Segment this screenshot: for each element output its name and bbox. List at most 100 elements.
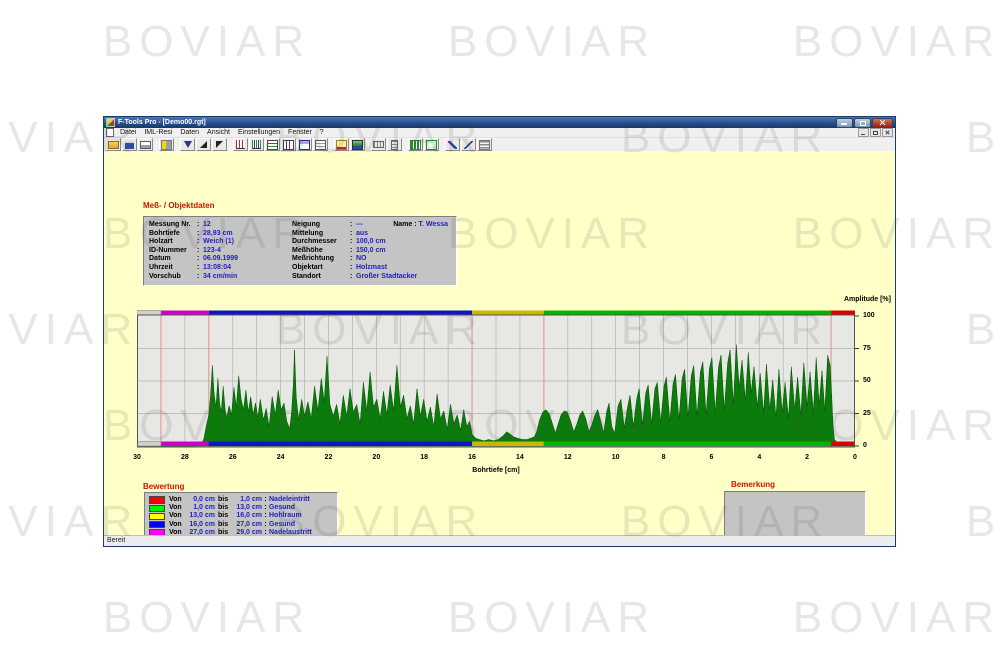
wave-multi-icon bbox=[252, 140, 261, 149]
field-colon: : bbox=[197, 246, 200, 254]
field-label: Messung Nr. bbox=[149, 221, 191, 228]
document-icon[interactable] bbox=[106, 128, 114, 137]
amplitude-chart bbox=[136, 310, 861, 452]
minimize-button[interactable] bbox=[836, 117, 853, 128]
pointer-up-icon bbox=[200, 141, 207, 148]
app-window: F-Tools Pro - [Demo00.rgt] Datei IML-Resi… bbox=[103, 116, 896, 547]
mdi-close-button[interactable] bbox=[882, 128, 893, 137]
field-row: Messung Nr.:12 bbox=[149, 221, 289, 230]
save-button[interactable] bbox=[122, 138, 137, 151]
legend-von-label: Von bbox=[169, 528, 182, 536]
menu-ansicht[interactable]: Ansicht bbox=[207, 129, 231, 136]
ruler-b-icon bbox=[391, 139, 398, 150]
menu-daten[interactable]: Daten bbox=[180, 129, 200, 136]
wave-red-button[interactable] bbox=[233, 138, 248, 151]
field-label: Standort bbox=[292, 272, 321, 280]
field-colon: : bbox=[197, 255, 200, 263]
grid-green-button[interactable] bbox=[408, 138, 423, 151]
chart-blue-button[interactable] bbox=[297, 138, 312, 151]
field-row: Durchmesser:100,0 cm bbox=[292, 238, 454, 247]
ruler-b-button[interactable] bbox=[387, 138, 402, 151]
legend-color-swatch bbox=[149, 512, 165, 521]
field-row: Neigung: --- bbox=[292, 221, 454, 230]
field-row: ID-Nummer:123-4 bbox=[149, 247, 289, 256]
field-value: aus bbox=[356, 229, 369, 237]
pointer-up-button[interactable] bbox=[196, 138, 211, 151]
mdi-minimize-button[interactable] bbox=[858, 128, 869, 137]
card-yellow-button[interactable] bbox=[334, 138, 349, 151]
mdi-restore-button[interactable] bbox=[870, 128, 881, 137]
y-tick-label: 75 bbox=[863, 344, 871, 352]
legend-result-name: Nadelaustritt bbox=[269, 528, 312, 536]
x-tick-label: 28 bbox=[180, 454, 189, 461]
chart-zoom2-button[interactable] bbox=[281, 138, 296, 151]
close-button[interactable] bbox=[872, 117, 893, 128]
legend-colon: : bbox=[264, 520, 267, 528]
field-row: Standort: Großer Stadtacker bbox=[292, 273, 454, 282]
menu-fenster[interactable]: Fenster bbox=[288, 129, 312, 136]
ruler-a-icon bbox=[373, 141, 384, 148]
legend-color-swatch bbox=[149, 504, 165, 513]
chart-table-button[interactable] bbox=[313, 138, 328, 151]
legend-row: Von 16,0 cm bis 27,0 cm: Gesund bbox=[149, 521, 337, 529]
x-tick-label: 6 bbox=[709, 454, 714, 461]
watermark-text: BOVIAR bbox=[965, 497, 1002, 546]
legend-von-label: Von bbox=[169, 512, 182, 520]
remark-box[interactable] bbox=[724, 491, 866, 536]
field-colon: : bbox=[350, 263, 353, 271]
save-icon bbox=[125, 140, 134, 149]
legend-from-value: 13,0 cm bbox=[189, 512, 215, 520]
field-value: Großer Stadtacker bbox=[356, 272, 418, 280]
field-value: 34 cm/min bbox=[203, 272, 238, 280]
field-colon: : bbox=[350, 246, 353, 254]
maximize-button[interactable] bbox=[854, 117, 871, 128]
field-colon: : bbox=[350, 221, 353, 228]
legend-row: Von 1,0 cm bis 13,0 cm: Gesund bbox=[149, 504, 337, 513]
field-label: Bohrtiefe bbox=[149, 229, 180, 237]
pen-blue-button[interactable] bbox=[461, 138, 476, 151]
open-button[interactable] bbox=[106, 138, 121, 151]
y-tick-label: 50 bbox=[863, 377, 871, 384]
grid-green-icon bbox=[410, 139, 421, 150]
legend-from-value: 0,0 cm bbox=[193, 496, 215, 503]
menu-datei[interactable]: Datei bbox=[120, 129, 137, 136]
legend-bis-label: bis bbox=[218, 528, 229, 536]
menu--[interactable]: ? bbox=[319, 129, 324, 136]
y-tick-label: 100 bbox=[863, 312, 875, 319]
field-value: --- bbox=[356, 221, 363, 228]
palette-button[interactable] bbox=[159, 138, 174, 151]
name-label: Name bbox=[393, 221, 413, 228]
evaluation-header: Bewertung bbox=[143, 482, 185, 491]
grid-check-button[interactable] bbox=[424, 138, 439, 151]
title-bar[interactable]: F-Tools Pro - [Demo00.rgt] bbox=[104, 117, 895, 128]
field-label: Meßhöhe bbox=[292, 246, 323, 254]
object-data-fields-middle: Neigung: --- Mittelung: aus Durchmesser:100,… bbox=[292, 221, 454, 281]
legend-result-name: Nadeleintritt bbox=[269, 496, 310, 503]
x-tick-label: 18 bbox=[420, 454, 429, 461]
y-tick-label: 0 bbox=[863, 442, 867, 449]
chart-zoom1-button[interactable] bbox=[265, 138, 280, 151]
arrows-blue-button[interactable] bbox=[445, 138, 460, 151]
filter-button[interactable] bbox=[180, 138, 195, 151]
ruler-a-button[interactable] bbox=[371, 138, 386, 151]
field-label: ID-Nummer bbox=[149, 246, 187, 254]
menu-einstellungen[interactable]: Einstellungen bbox=[238, 129, 281, 136]
pointer-down-button[interactable] bbox=[212, 138, 227, 151]
menu-iml-resi[interactable]: IML-Resi bbox=[144, 129, 173, 136]
chart-zoom2-icon bbox=[283, 139, 294, 150]
card-image-button[interactable] bbox=[350, 138, 365, 151]
field-colon: : bbox=[197, 221, 200, 228]
menu-items: Datei IML-Resi Daten Ansicht Einstellungen Fe… bbox=[116, 128, 328, 137]
legend-von-label: Von bbox=[169, 504, 182, 512]
print-button[interactable] bbox=[138, 138, 153, 151]
field-colon: : bbox=[197, 238, 200, 246]
rows-gray-button[interactable] bbox=[477, 138, 492, 151]
legend-bis-label: bis bbox=[218, 504, 229, 512]
minimize-icon bbox=[841, 123, 847, 125]
object-data-fields-left: Messung Nr.:12 Bohrtiefe:28,93 cm Holzart:… bbox=[149, 221, 289, 281]
evaluation-legend: Von 0,0 cm bis 1,0 cm: Nadeleintritt Von 1,0 c… bbox=[144, 492, 338, 536]
palette-icon bbox=[161, 139, 172, 150]
field-colon: : bbox=[350, 229, 353, 237]
wave-multi-button[interactable] bbox=[249, 138, 264, 151]
field-colon: : bbox=[350, 255, 353, 263]
